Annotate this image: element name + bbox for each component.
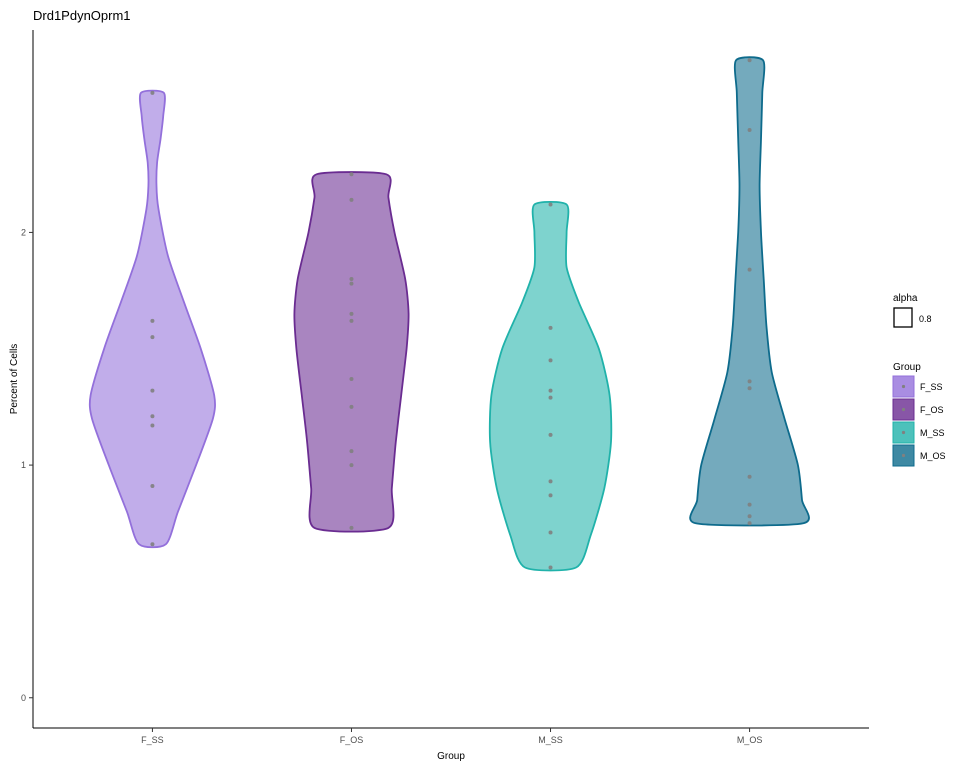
data-point [150, 484, 155, 489]
violin-F_OS [293, 171, 410, 533]
data-point [150, 90, 155, 95]
data-point [548, 493, 553, 498]
data-point [349, 525, 354, 530]
x-axis-title: Group [437, 751, 465, 762]
data-point [349, 276, 354, 281]
data-point [747, 514, 752, 519]
y-tick-label: 2 [21, 227, 26, 237]
data-point [747, 386, 752, 391]
legend-label-F_OS: F_OS [920, 405, 944, 415]
data-point [548, 202, 553, 207]
data-point [548, 388, 553, 393]
data-point [747, 267, 752, 272]
plot-area [88, 56, 810, 572]
x-tick-label: F_SS [141, 735, 164, 745]
x-tick-label: M_SS [538, 735, 563, 745]
x-axis-ticks: F_SS F_OS M_SS M_OS [141, 728, 762, 745]
y-axis-title: Percent of Cells [9, 344, 20, 415]
data-point [150, 318, 155, 323]
data-point [150, 388, 155, 393]
legend-group-title: Group [893, 362, 921, 373]
x-tick-label: M_OS [737, 735, 763, 745]
legend-group-items: F_SS F_OS M_SS M_OS [892, 375, 946, 467]
legend-key-point [901, 384, 906, 389]
data-point [747, 502, 752, 507]
data-point [349, 311, 354, 316]
data-point [349, 197, 354, 202]
data-point [150, 423, 155, 428]
data-point [349, 377, 354, 381]
legend-label-M_OS: M_OS [920, 451, 946, 461]
data-point [349, 404, 354, 409]
data-point [747, 474, 752, 479]
legend-label-F_SS: F_SS [920, 382, 943, 392]
legend-label-M_SS: M_SS [920, 428, 945, 438]
legend-alpha-key [893, 307, 913, 328]
data-point [548, 530, 553, 535]
data-point [548, 395, 553, 400]
violin-M_OS [689, 56, 810, 527]
data-point [349, 172, 354, 177]
data-point [548, 358, 553, 363]
legend-key-point [901, 453, 906, 458]
violin-M_SS [488, 200, 613, 572]
legend-alpha-title: alpha [893, 293, 918, 304]
data-point [150, 542, 155, 547]
legend-key-point [901, 430, 906, 435]
data-point [747, 521, 752, 526]
data-point [349, 463, 354, 468]
legend: alpha 0.8 Group F_SS F_OS M_SS M_OS [892, 293, 946, 467]
data-point [349, 449, 354, 454]
data-point [548, 565, 553, 570]
chart-title: Drd1PdynOprm1 [33, 8, 131, 23]
y-tick-label: 0 [21, 693, 26, 703]
data-point [548, 432, 553, 437]
data-point [349, 281, 354, 286]
data-point [747, 379, 752, 384]
data-point [150, 335, 155, 340]
y-tick-label: 1 [21, 460, 26, 470]
x-tick-label: F_OS [340, 735, 364, 745]
data-point [150, 414, 155, 419]
data-point [548, 325, 553, 330]
legend-alpha-label: 0.8 [919, 314, 932, 324]
legend-key-point [901, 407, 906, 412]
data-point [747, 128, 752, 133]
data-point [349, 318, 354, 323]
data-point [548, 479, 553, 484]
data-point [747, 58, 752, 63]
y-axis-ticks: 0 1 2 [21, 227, 33, 703]
